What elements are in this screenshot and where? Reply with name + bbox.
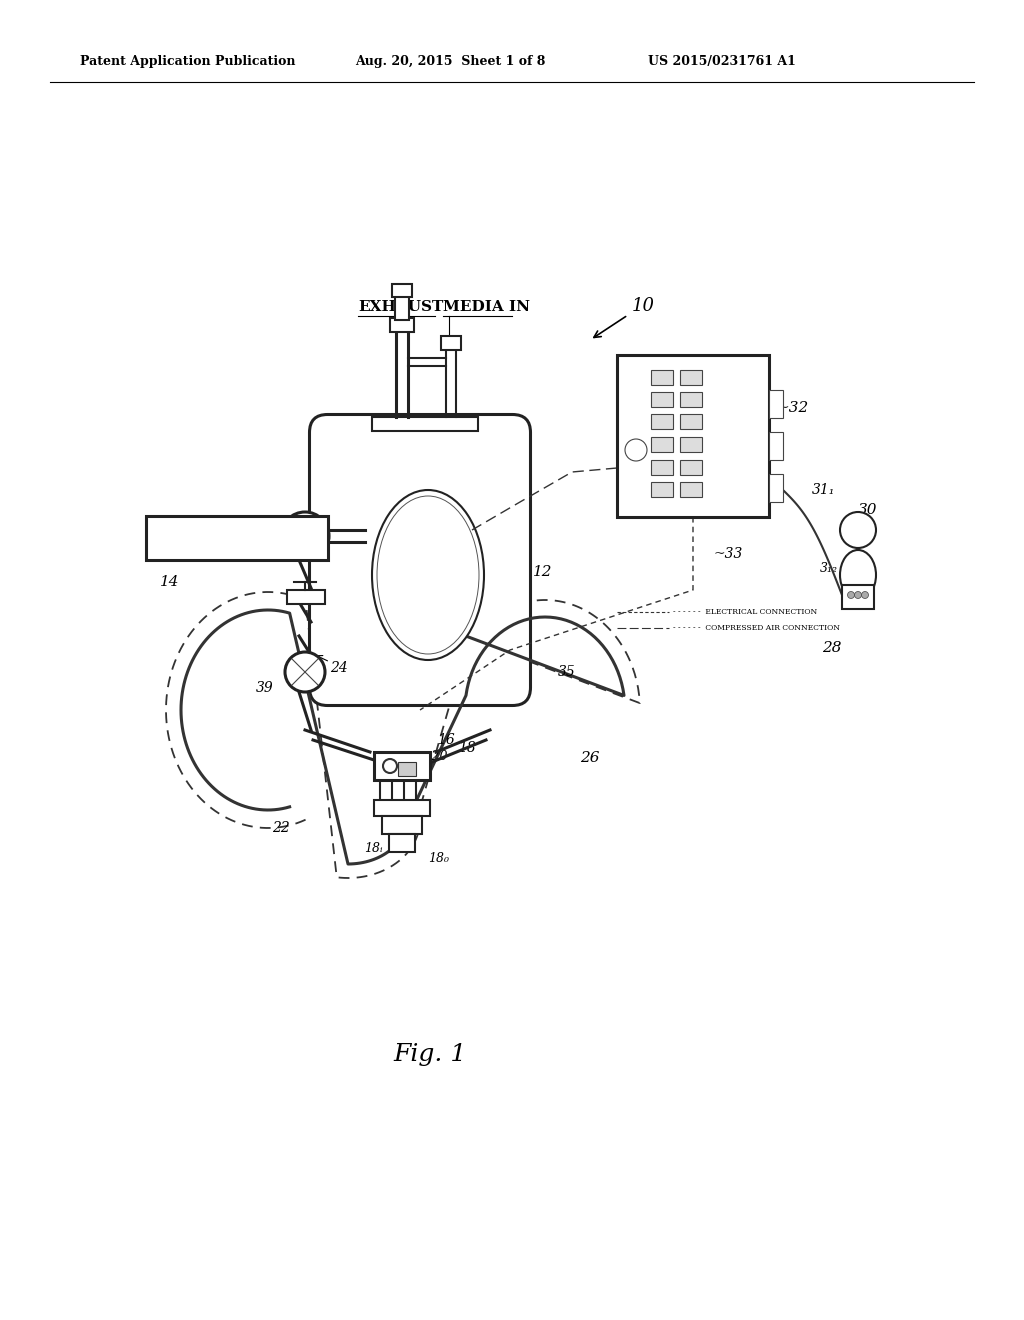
Bar — [651, 482, 673, 498]
Bar — [389, 834, 415, 851]
Ellipse shape — [840, 550, 876, 601]
Bar — [441, 337, 461, 350]
Bar — [680, 459, 702, 475]
Circle shape — [848, 591, 854, 598]
Text: 16: 16 — [437, 733, 455, 747]
Circle shape — [854, 591, 861, 598]
Text: COMPRESSED AIR IN: COMPRESSED AIR IN — [165, 532, 309, 544]
Text: 18₀: 18₀ — [428, 851, 449, 865]
Text: US 2015/0231761 A1: US 2015/0231761 A1 — [648, 55, 796, 69]
Text: 30: 30 — [858, 503, 878, 517]
Text: Patent Application Publication: Patent Application Publication — [80, 55, 296, 69]
Text: 3₁₂: 3₁₂ — [820, 561, 838, 574]
Bar — [392, 284, 412, 297]
Bar — [382, 816, 422, 834]
Text: 28: 28 — [822, 642, 842, 655]
Text: 14: 14 — [160, 576, 179, 589]
Text: - - - - - -  COMPRESSED AIR CONNECTION: - - - - - - COMPRESSED AIR CONNECTION — [673, 624, 840, 632]
Bar — [651, 459, 673, 475]
Bar — [374, 800, 430, 816]
Text: 26: 26 — [580, 751, 599, 766]
Bar — [651, 437, 673, 451]
Text: 31₁: 31₁ — [812, 483, 836, 498]
Circle shape — [861, 591, 868, 598]
Text: Fig. 1: Fig. 1 — [393, 1044, 467, 1067]
Text: 18ᵢ: 18ᵢ — [364, 842, 383, 854]
Text: 12: 12 — [534, 565, 553, 579]
Bar — [651, 392, 673, 407]
Bar — [769, 474, 783, 502]
Bar — [680, 414, 702, 429]
Circle shape — [281, 512, 329, 560]
Text: 39: 39 — [256, 681, 273, 696]
Bar — [395, 294, 409, 319]
Ellipse shape — [372, 490, 484, 660]
Text: 10: 10 — [632, 297, 655, 315]
Text: ~20: ~20 — [422, 750, 449, 763]
Bar — [680, 392, 702, 407]
Circle shape — [289, 520, 321, 552]
Text: 18: 18 — [458, 741, 476, 755]
Text: ~32: ~32 — [776, 401, 808, 414]
Text: EXHAUST: EXHAUST — [358, 300, 443, 314]
Circle shape — [383, 759, 397, 774]
Bar — [769, 432, 783, 459]
FancyBboxPatch shape — [146, 516, 328, 560]
Bar — [680, 437, 702, 451]
Bar — [651, 370, 673, 385]
Bar — [842, 585, 874, 609]
Bar — [769, 389, 783, 418]
Bar — [651, 414, 673, 429]
Text: 24: 24 — [330, 661, 348, 675]
Bar — [680, 370, 702, 385]
Bar — [372, 417, 478, 432]
Text: - - - - - -  ELECTRICAL CONNECTION: - - - - - - ELECTRICAL CONNECTION — [673, 609, 817, 616]
Ellipse shape — [377, 496, 479, 653]
Bar — [617, 355, 769, 517]
Text: ~33: ~33 — [714, 546, 743, 561]
Bar — [390, 318, 414, 333]
Text: 22: 22 — [272, 821, 290, 836]
Text: Aug. 20, 2015  Sheet 1 of 8: Aug. 20, 2015 Sheet 1 of 8 — [355, 55, 546, 69]
Bar — [374, 752, 430, 780]
Circle shape — [840, 512, 876, 548]
Text: MEDIA IN: MEDIA IN — [443, 300, 530, 314]
Text: 35: 35 — [558, 665, 575, 678]
Bar — [398, 762, 416, 776]
Bar — [680, 482, 702, 498]
FancyBboxPatch shape — [309, 414, 530, 705]
Circle shape — [625, 440, 647, 461]
Circle shape — [285, 652, 325, 692]
Bar — [287, 590, 325, 605]
